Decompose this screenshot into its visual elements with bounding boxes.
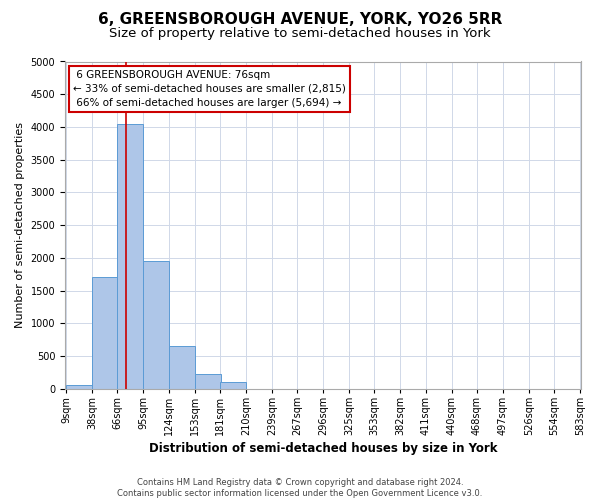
Bar — [169, 346, 195, 389]
Text: 6 GREENSBOROUGH AVENUE: 76sqm
← 33% of semi-detached houses are smaller (2,815)
: 6 GREENSBOROUGH AVENUE: 76sqm ← 33% of s… — [73, 70, 346, 108]
X-axis label: Distribution of semi-detached houses by size in York: Distribution of semi-detached houses by … — [149, 442, 497, 455]
Bar — [220, 382, 246, 388]
Bar — [66, 386, 92, 388]
Bar — [195, 374, 221, 388]
Y-axis label: Number of semi-detached properties: Number of semi-detached properties — [15, 122, 25, 328]
Bar — [143, 261, 169, 388]
Text: Contains HM Land Registry data © Crown copyright and database right 2024.
Contai: Contains HM Land Registry data © Crown c… — [118, 478, 482, 498]
Bar — [117, 124, 143, 388]
Text: 6, GREENSBOROUGH AVENUE, YORK, YO26 5RR: 6, GREENSBOROUGH AVENUE, YORK, YO26 5RR — [98, 12, 502, 28]
Text: Size of property relative to semi-detached houses in York: Size of property relative to semi-detach… — [109, 28, 491, 40]
Bar — [92, 278, 118, 388]
